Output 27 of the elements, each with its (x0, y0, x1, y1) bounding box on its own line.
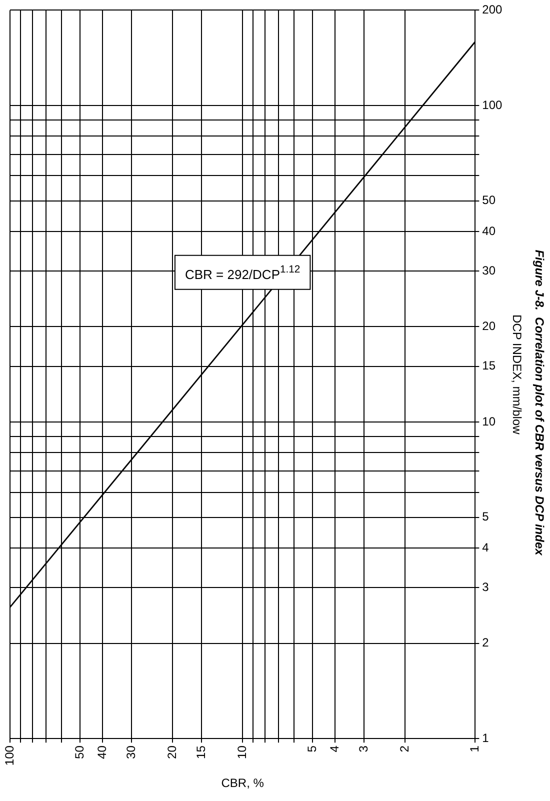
x-tick-label: 30 (124, 745, 138, 759)
y-tick-label: 5 (482, 510, 490, 524)
x-tick-label: 40 (94, 745, 109, 759)
y-tick-label: 30 (482, 263, 496, 278)
y-tick-label: 4 (482, 540, 490, 554)
y-tick-label: 50 (482, 193, 496, 208)
x-tick-label: 2 (397, 745, 412, 752)
y-tick-label: 10 (482, 414, 496, 428)
y-tick-label: 2 (482, 636, 490, 650)
y-axis-title: DCP INDEX, mm/blow (510, 314, 524, 435)
x-tick-label: 5 (304, 745, 319, 752)
x-tick-label: 4 (327, 745, 342, 752)
y-tick-label: 15 (482, 358, 496, 373)
x-tick-label: 15 (194, 745, 208, 759)
x-tick-label: 10 (234, 745, 249, 759)
x-tick-label: 1 (467, 745, 482, 752)
y-tick-label: 40 (482, 224, 496, 238)
y-tick-label: 20 (482, 319, 496, 334)
y-tick-label: 3 (482, 580, 490, 594)
x-tick-label: 100 (2, 745, 16, 766)
x-tick-label: 3 (356, 745, 371, 752)
y-tick-label: 100 (482, 98, 503, 112)
x-tick-label: 50 (72, 745, 86, 759)
y-tick-label: 200 (482, 2, 503, 17)
text: Figure J-8. Correlation plot of CBR versus DCP index (532, 250, 546, 557)
x-axis-title: CBR, % (221, 776, 264, 790)
x-tick-label: 20 (164, 745, 179, 759)
